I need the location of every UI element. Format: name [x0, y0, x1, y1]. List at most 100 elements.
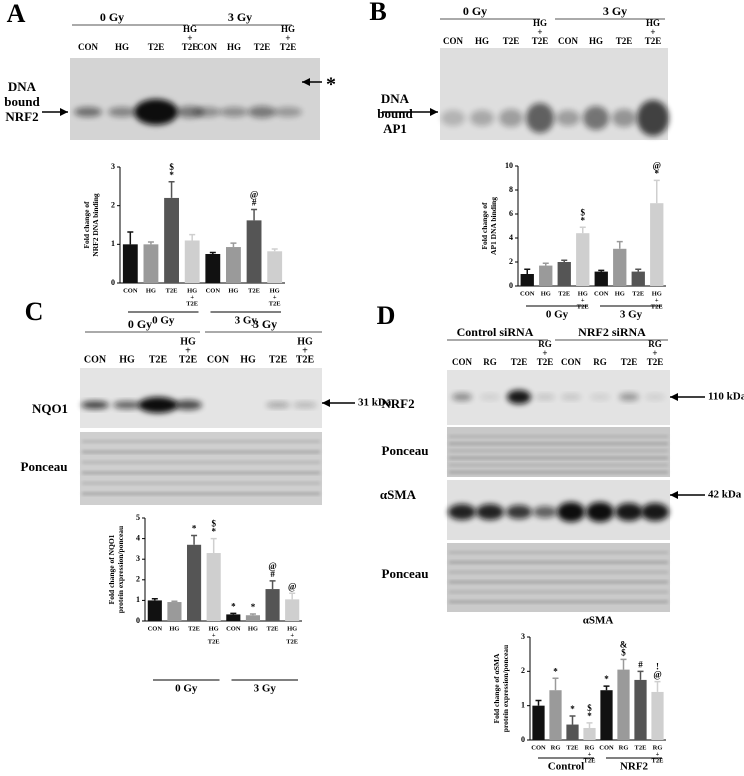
annotation: $ — [587, 703, 592, 713]
lane-label: T2E — [182, 42, 199, 52]
x-tick-label: HG — [287, 625, 297, 632]
x-tick-label: HG — [169, 625, 179, 632]
size-label: 110 kDa — [708, 391, 744, 403]
annotation: * — [231, 601, 236, 611]
lane-label: T2E — [532, 36, 549, 46]
x-tick-label: HG — [209, 625, 219, 632]
error-bar — [561, 259, 568, 262]
lane-label: CON — [561, 357, 582, 367]
error-bar — [620, 658, 627, 670]
lane-label: HG — [180, 336, 196, 347]
error-bar — [552, 677, 559, 691]
band — [470, 110, 494, 126]
band — [476, 504, 504, 520]
y-tick-label: 5 — [136, 513, 140, 522]
x-tick-label: HG — [146, 287, 156, 294]
y-tick-label: 2 — [111, 200, 115, 209]
lane-label: HG — [240, 354, 256, 365]
lane-label: + — [187, 33, 192, 43]
band — [590, 394, 610, 400]
arrow-head — [670, 393, 678, 401]
annotation: * — [211, 527, 216, 537]
y-tick-label: 8 — [509, 185, 513, 194]
bar — [594, 271, 608, 286]
ponceau-stripe — [449, 463, 668, 467]
bar — [651, 691, 664, 740]
band — [556, 110, 580, 126]
band — [561, 394, 581, 400]
ponceau-stripe — [449, 435, 668, 438]
annotation: @ — [268, 561, 276, 571]
bar — [143, 244, 159, 283]
x-tick-label: CON — [206, 287, 221, 294]
band — [452, 393, 472, 401]
x-tick-label: T2E — [248, 287, 260, 294]
error-bar — [598, 269, 605, 272]
x-tick-label: CON — [594, 290, 609, 297]
annotation: * — [604, 674, 609, 684]
lane-label: + — [537, 27, 542, 37]
y-tick-label: 0 — [509, 281, 513, 290]
band — [583, 106, 609, 130]
ponceau-stripe — [449, 560, 668, 564]
x-tick-label: RG — [585, 744, 595, 751]
y-axis-label-line: Fold change of NQO1 — [107, 534, 116, 604]
band — [557, 502, 585, 522]
lane-label: CON — [443, 36, 464, 46]
error-bar — [616, 240, 623, 249]
row-label: NQO1 — [32, 401, 68, 416]
lane-label: RG — [648, 339, 662, 349]
band — [499, 109, 523, 127]
y-tick-label: 0 — [111, 278, 115, 287]
lane-label: CON — [78, 42, 99, 52]
ponceau-stripe — [449, 600, 668, 604]
y-axis-label-line: protein expression/ponceau — [116, 526, 125, 613]
annotation: * — [655, 168, 660, 178]
row-label: Ponceau — [382, 566, 429, 581]
bar — [634, 679, 647, 740]
lane-label: HG — [533, 18, 547, 28]
group-label: 3 Gy — [603, 4, 627, 18]
band — [506, 505, 532, 519]
annotation: @ — [653, 160, 661, 170]
bar — [539, 265, 553, 286]
band — [533, 506, 557, 518]
y-tick-label: 4 — [136, 533, 140, 542]
lane-label: RG — [538, 339, 552, 349]
y-tick-label: 10 — [505, 161, 513, 170]
y-tick-label: 6 — [509, 209, 513, 218]
error-bar — [230, 242, 237, 248]
blot — [70, 58, 320, 140]
bar — [557, 262, 571, 286]
bar — [285, 599, 300, 621]
panel-letter: A — [7, 0, 26, 28]
lane-label: T2E — [280, 42, 297, 52]
bar — [164, 197, 179, 283]
lane-label: HG — [115, 42, 129, 52]
x-tick-label: + — [655, 297, 659, 304]
panel-letter: D — [377, 301, 396, 330]
annotation: # — [252, 198, 257, 208]
y-axis-label: Fold change of AP1 DNA binding — [480, 197, 498, 255]
annotation: # — [638, 659, 643, 669]
band — [480, 394, 500, 400]
y-axis-label-line: Fold change of — [480, 202, 489, 250]
annotation: * — [587, 711, 592, 721]
error-bar — [147, 241, 154, 245]
lane-label: HG — [297, 336, 313, 347]
annotation: @ — [250, 190, 258, 200]
band — [441, 110, 465, 126]
bar — [226, 614, 241, 621]
x-tick-label: + — [588, 751, 592, 758]
band — [266, 402, 290, 408]
row-label: Ponceau — [382, 443, 429, 458]
lane-label: HG — [646, 18, 660, 28]
group-label: NRF2 siRNA — [578, 325, 646, 339]
y-tick-label: 0 — [136, 616, 140, 625]
lane-label: T2E — [616, 36, 633, 46]
group-label: NRF2 — [620, 761, 649, 773]
band — [615, 503, 643, 521]
group-label: 0 Gy — [546, 309, 569, 321]
band — [134, 99, 178, 125]
